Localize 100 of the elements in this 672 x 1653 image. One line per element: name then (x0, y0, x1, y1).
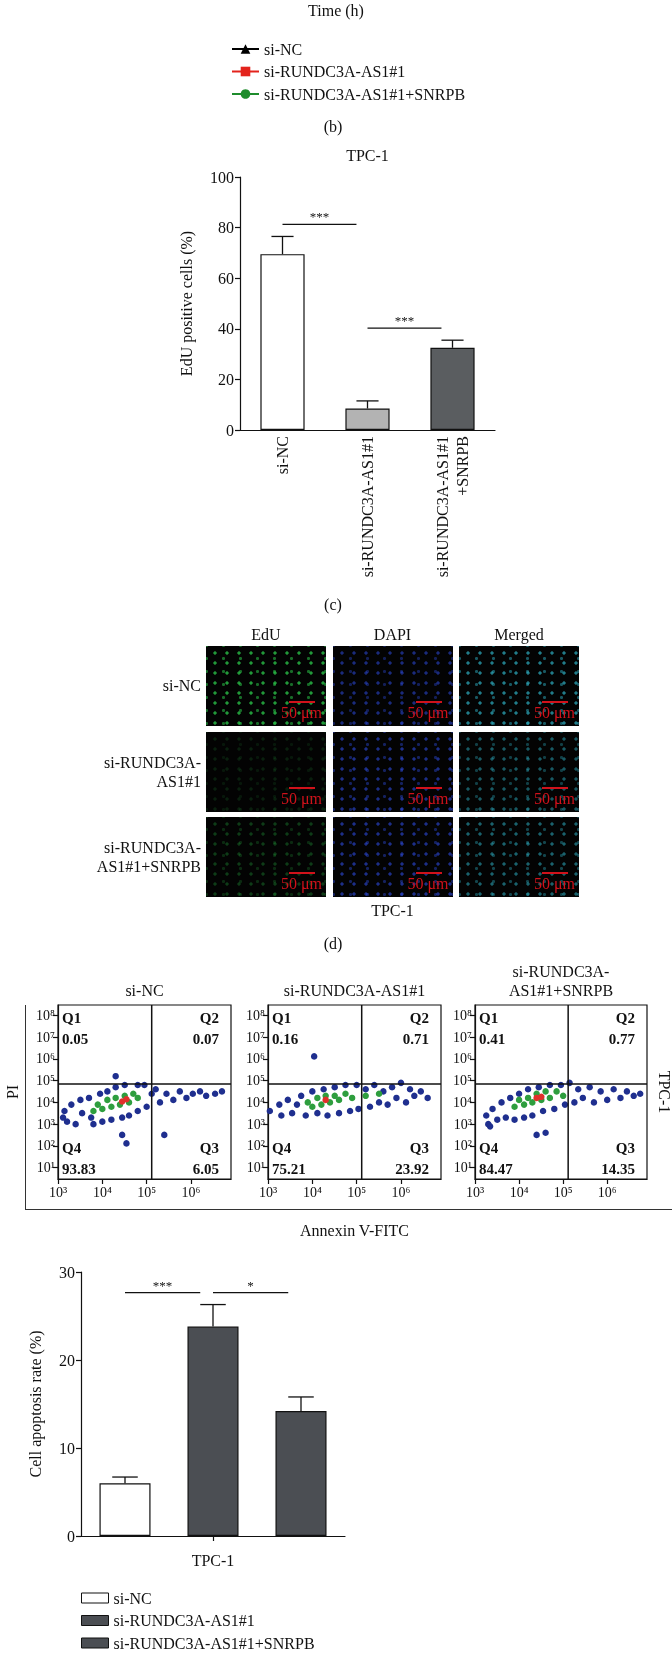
annotation: 14.35 (601, 1161, 635, 1177)
x-tick-label: 10⁵ (347, 1184, 367, 1200)
y-tick-label: 0 (67, 1527, 75, 1545)
legend-label: si-RUNDC3A-AS1#1+SNRPB (264, 85, 466, 103)
text: (d) (323, 934, 343, 954)
y-tick-label: 30 (59, 1263, 75, 1281)
y-tick-label: 10⁵ (246, 1073, 266, 1089)
y-tick-label: 10⁴ (246, 1094, 266, 1110)
x-tick-label: 10⁵ (137, 1184, 157, 1200)
y-axis-title: PI (3, 1084, 21, 1100)
y-tick-label: 10⁷ (453, 1029, 473, 1045)
y-tick-label: 10⁶ (246, 1051, 266, 1067)
chart-title: si-RUNDC3A-AS1#1+SNRPB (507, 961, 615, 1000)
legend-label: si-NC (264, 40, 303, 58)
chart-title: si-NC (125, 980, 164, 1000)
y-tick-label: 10⁴ (36, 1094, 56, 1110)
annotation: Q2 (409, 1010, 429, 1026)
annotation: 0.41 (479, 1031, 506, 1047)
x-tick-label: 10⁵ (553, 1184, 573, 1200)
x-tick-label: si-NC (274, 436, 291, 475)
y-tick-label: 100 (210, 168, 234, 186)
y-tick-label: 10⁷ (246, 1029, 266, 1045)
category-label: si-NC (162, 677, 201, 695)
annotation: Q4 (272, 1140, 292, 1156)
y-tick-label: 10² (246, 1138, 265, 1154)
y-tick-label: 10⁶ (453, 1051, 473, 1067)
x-tick-label: 10³ (465, 1184, 485, 1200)
x-tick-label: 10⁴ (92, 1184, 112, 1200)
annotation: Q3 (199, 1140, 219, 1156)
y-tick-label: 10¹ (246, 1160, 265, 1176)
annotation: 0.05 (62, 1031, 89, 1047)
annotation: 0.77 (608, 1031, 636, 1047)
legend-label: si-NC (113, 1589, 152, 1607)
category-label: si-RUNDC3A-AS1#1 (104, 753, 201, 790)
category-label: EdU (251, 625, 281, 645)
annotation: Q1 (272, 1010, 292, 1026)
text: 50 μm (407, 789, 449, 808)
x-tick-label: 10⁴ (509, 1184, 529, 1200)
annotation: 23.92 (395, 1161, 429, 1177)
x-tick-label: 10⁴ (302, 1184, 322, 1200)
y-axis-title: Cell apoptosis rate (%) (26, 1330, 45, 1478)
y-tick-label: 0 (226, 421, 234, 439)
y-axis-title: EdU positive cells (%) (177, 230, 196, 377)
annotation: 0.07 (192, 1031, 220, 1047)
x-tick-label: si-RUNDC3A-AS1#1 +SNRPB (434, 436, 471, 578)
y-tick-label: 20 (59, 1351, 75, 1369)
annotation: *** (394, 313, 415, 329)
annotation: *** (309, 209, 330, 225)
annotation: Q2 (199, 1010, 219, 1026)
text: 50 μm (533, 875, 575, 893)
y-tick-label: 80 (218, 219, 234, 237)
chart-title: si-RUNDC3A-AS1#1 (283, 980, 426, 1000)
y-tick-label: 10⁶ (36, 1051, 56, 1067)
text: (b) (323, 117, 343, 137)
legend-label: si-RUNDC3A-AS1#1 (113, 1612, 255, 1629)
x-tick-label: si-RUNDC3A-AS1#1 (359, 436, 376, 578)
annotation: 0.71 (402, 1031, 429, 1047)
y-tick-label: 10⁵ (453, 1073, 473, 1089)
x-tick-label: 10⁶ (597, 1184, 617, 1200)
text: 50 μm (280, 789, 322, 808)
category-label: si-RUNDC3A-AS1#1+SNRPB (96, 838, 201, 875)
text: 50 μm (407, 875, 449, 893)
annotation: 84.47 (479, 1161, 514, 1177)
y-tick-label: 10¹ (453, 1160, 472, 1176)
y-tick-label: 10⁷ (36, 1029, 56, 1045)
x-tick-label: 10⁶ (391, 1184, 411, 1200)
y-tick-label: 60 (218, 269, 234, 287)
y2-axis-title: TPC-1 (655, 1070, 672, 1114)
y-tick-label: 10³ (36, 1116, 55, 1132)
y-tick-label: 10⁵ (36, 1073, 56, 1089)
annotation: 93.83 (62, 1161, 96, 1177)
chart-title: TPC-1 (346, 146, 389, 166)
x-axis-title: Annexin V-FITC (300, 1221, 409, 1239)
annotation: Q4 (62, 1140, 82, 1156)
annotation: Q1 (62, 1010, 82, 1026)
text: 50 μm (407, 704, 449, 722)
text: Time (h) (308, 1, 364, 20)
y-tick-label: 10² (453, 1138, 472, 1154)
text: 50 μm (280, 704, 322, 722)
category-label: Merged (494, 625, 544, 645)
annotation: Q2 (615, 1010, 635, 1026)
y-tick-label: 10⁸ (246, 1007, 266, 1023)
y-tick-label: 10⁸ (36, 1007, 56, 1023)
x-tick-label: 10⁶ (181, 1184, 201, 1200)
annotation: Q3 (615, 1140, 635, 1156)
y-tick-label: 10⁸ (453, 1007, 473, 1023)
legend-label: si-RUNDC3A-AS1#1 (264, 63, 406, 80)
y-tick-label: 20 (218, 370, 234, 388)
annotation: *** (152, 1277, 173, 1293)
annotation: Q1 (479, 1010, 499, 1026)
text: 50 μm (280, 875, 322, 893)
y-tick-label: 40 (218, 320, 234, 338)
y-tick-label: 10³ (246, 1116, 265, 1132)
x-tick-label: 10³ (258, 1184, 278, 1200)
annotation: Q3 (409, 1140, 429, 1156)
y-tick-label: 10⁴ (453, 1094, 473, 1110)
category-label: DAPI (373, 625, 412, 645)
annotation: 0.16 (272, 1031, 299, 1047)
annotation: 75.21 (272, 1161, 306, 1177)
annotation: Q4 (479, 1140, 499, 1156)
